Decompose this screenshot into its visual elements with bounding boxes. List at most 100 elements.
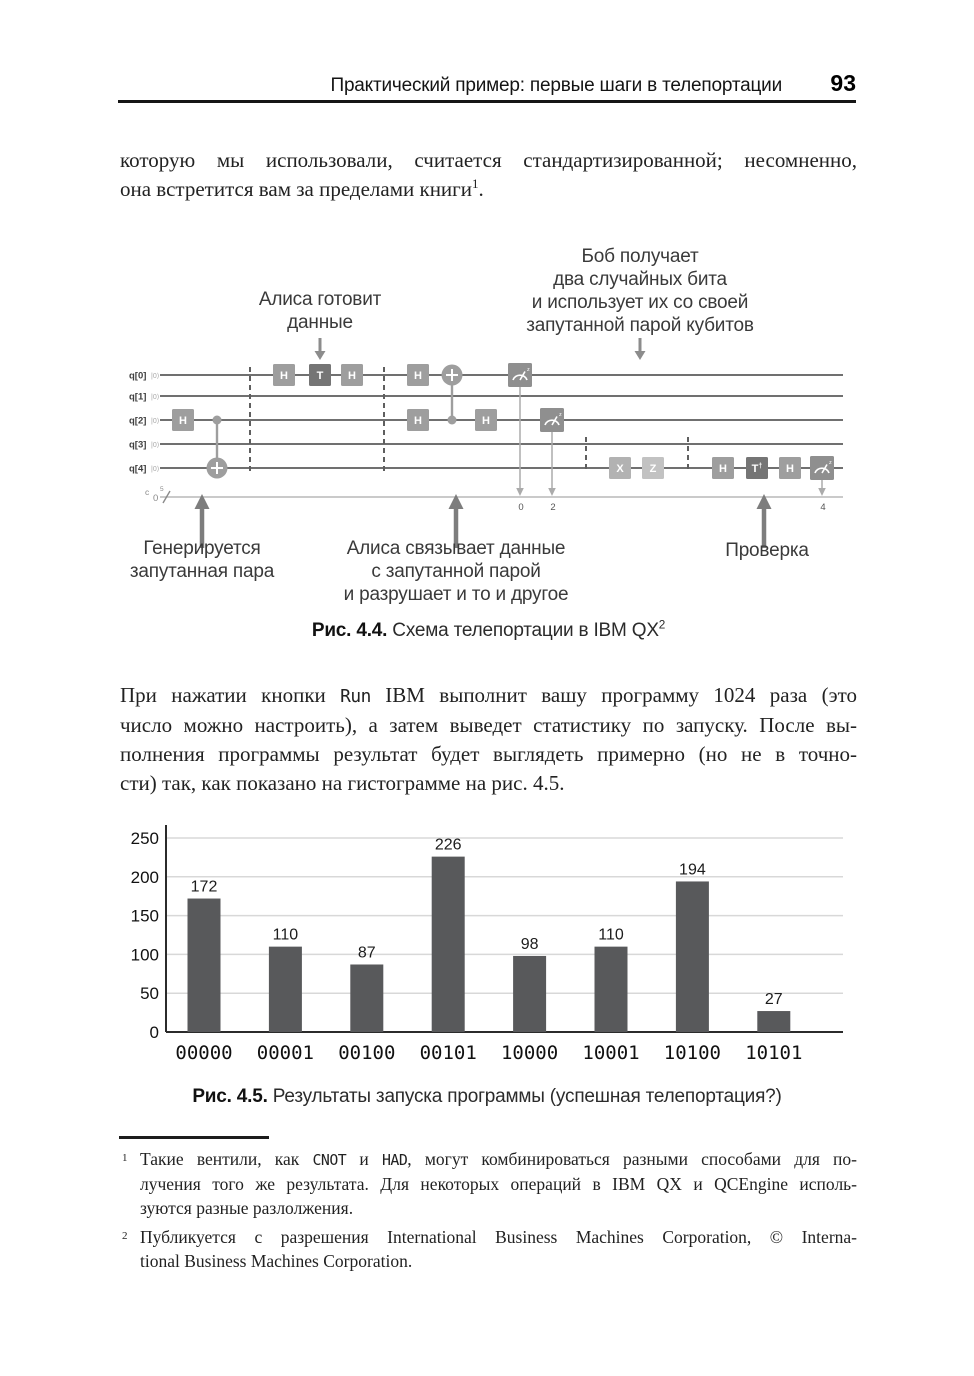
annotation-bob-receives: Боб получает два случайных бита и исполь… — [526, 246, 754, 336]
x-category-label: 10101 — [745, 1042, 802, 1064]
results-bar-chart: 0 50 100 150 200 250 172 00000 110 00001 87 00100 22… — [131, 825, 843, 1064]
footnote-1-line: зуются разные разлолжения. — [140, 1196, 857, 1220]
gate-label: H — [482, 415, 490, 427]
bar-value-label: 110 — [598, 927, 624, 944]
ket-label: |0⟩ — [151, 465, 160, 473]
code-text: CNOT — [312, 1151, 347, 1169]
figure-4-4-caption-label: Рис. 4.4. — [311, 620, 388, 641]
bar-value-label: 27 — [765, 991, 783, 1008]
gate-label: H — [414, 370, 422, 382]
gate-label: H — [719, 463, 727, 475]
x-category-label: 10100 — [664, 1042, 721, 1064]
y-tick-label: 250 — [131, 829, 159, 848]
body-text: Публикуется с разрешения International B… — [140, 1227, 857, 1247]
quantum-circuit-diagram: q[0] |0⟩q[1] |0⟩q[2] |0⟩q[3] |0⟩q[4] |0⟩c05HH… — [129, 338, 843, 548]
footnote-1-line: Такие вентили, как CNOT и HAD, могут ком… — [140, 1147, 857, 1172]
x-category-label: 00100 — [338, 1042, 395, 1064]
classical-label: c — [145, 487, 150, 497]
code-text: HAD — [381, 1151, 408, 1169]
gate-label: H — [414, 415, 422, 427]
meter-needle-icon — [519, 371, 526, 381]
footnote-1: 1 Такие вентили, как CNOT и HAD, могут ко… — [120, 1147, 857, 1220]
meter-z-label: z — [829, 460, 832, 466]
footnote-1-line: лучения того же результата. Для некоторы… — [140, 1172, 857, 1196]
figure-4-4-caption: Рис. 4.4. Схема телепортации в IBM QX2 — [117, 619, 860, 642]
body-text: и — [346, 1149, 382, 1169]
y-tick-label: 0 — [150, 1023, 159, 1042]
bar — [513, 955, 547, 1032]
body-text: tional Business Machines Corporation. — [140, 1251, 413, 1271]
footnote-2: 2 Публикуется с разрешения International … — [120, 1225, 857, 1273]
figure-4-4: Алиса готовит данные Боб получает два сл… — [117, 235, 860, 655]
paragraph-1: которую мы использовали, считается станд… — [120, 146, 857, 204]
x-category-label: 00101 — [420, 1042, 477, 1064]
classical-index: 0 — [153, 493, 158, 504]
gate-h — [475, 409, 497, 431]
bar — [675, 881, 709, 1032]
meter-z-label: z — [559, 412, 562, 418]
ket-label: |0⟩ — [151, 441, 160, 449]
footnote-2-line: Публикуется с разрешения International B… — [140, 1225, 857, 1249]
paragraph-2-line: сти) так, как показано на гистограмме на… — [120, 769, 857, 798]
down-arrow-head — [634, 351, 646, 360]
x-category-label: 10000 — [501, 1042, 558, 1064]
footnote-ref: 1 — [472, 176, 479, 191]
gate-h — [273, 364, 295, 386]
gate-h — [407, 409, 429, 431]
gate-label: T — [317, 370, 324, 382]
classical-slash — [162, 490, 171, 504]
y-tick-label: 150 — [131, 907, 159, 926]
gate-t — [746, 457, 768, 479]
bar — [757, 1011, 791, 1032]
body-text: зуются разные разлолжения. — [140, 1198, 354, 1218]
gate-label: H — [786, 463, 794, 475]
bar-value-label: 110 — [273, 927, 299, 944]
qubit-label: q[2] — [129, 416, 146, 427]
meter-needle-icon — [821, 464, 828, 474]
bar-value-label: 226 — [435, 837, 462, 854]
gate-z — [642, 457, 664, 479]
paragraph-2-line: полнения программы результат будет выгля… — [120, 740, 857, 769]
body-text: которую мы использовали, считается станд… — [120, 148, 857, 172]
body-text: число можно настроить), а затем выведет … — [120, 713, 857, 737]
annotation-alice-entangles: Алиса связывает данные с запутанной паро… — [343, 538, 569, 605]
bar-value-label: 98 — [521, 936, 539, 953]
gate-label: Z — [650, 463, 657, 475]
gate-label: H — [280, 370, 288, 382]
body-text: При нажатии кнопки — [120, 683, 341, 707]
measure-arrowhead — [548, 488, 556, 496]
classical-bit-label: 4 — [820, 502, 825, 513]
classical-bit-label: 2 — [550, 502, 555, 513]
gate-label: H — [348, 370, 356, 382]
measure-arrowhead — [818, 488, 826, 496]
body-text: она встретится вам за пределами книги — [120, 177, 473, 201]
cnot-control-dot — [447, 415, 457, 425]
y-tick-label: 200 — [131, 868, 159, 887]
footnote-marker: 2 — [122, 1230, 128, 1242]
gate-t — [309, 364, 331, 386]
meter-arc-icon — [814, 467, 830, 474]
qubit-label: q[4] — [129, 464, 146, 475]
meter-z-label: z — [527, 367, 530, 373]
body-text: лучения того же результата. Для некоторы… — [140, 1174, 857, 1194]
body-text: полнения программы результат будет выгля… — [120, 742, 857, 766]
bar-value-label: 87 — [358, 944, 376, 961]
body-text: Такие вентили, как — [140, 1149, 313, 1169]
page-header: Практический пример: первые шаги в телеп… — [120, 70, 856, 97]
gate-h — [407, 364, 429, 386]
ket-label: |0⟩ — [151, 372, 160, 380]
bar-value-label: 194 — [679, 861, 706, 878]
up-arrow-head — [448, 494, 464, 509]
body-text: . — [478, 177, 484, 201]
code-text: Run — [340, 686, 371, 707]
figure-4-4-caption-text: Схема телепортации в IBM QX — [387, 620, 659, 641]
down-arrow-head — [314, 351, 326, 360]
figure-4-5-caption: Рис. 4.5. Результаты запуска программы (… — [0, 1086, 974, 1108]
qubit-label: q[3] — [129, 440, 146, 451]
annotation-entangled-pair: Генерируется запутанная пара — [129, 538, 275, 582]
y-tick-label: 50 — [140, 984, 159, 1003]
bar — [594, 946, 628, 1032]
bar-value-label: 172 — [191, 879, 218, 896]
classical-size: 5 — [160, 486, 164, 493]
